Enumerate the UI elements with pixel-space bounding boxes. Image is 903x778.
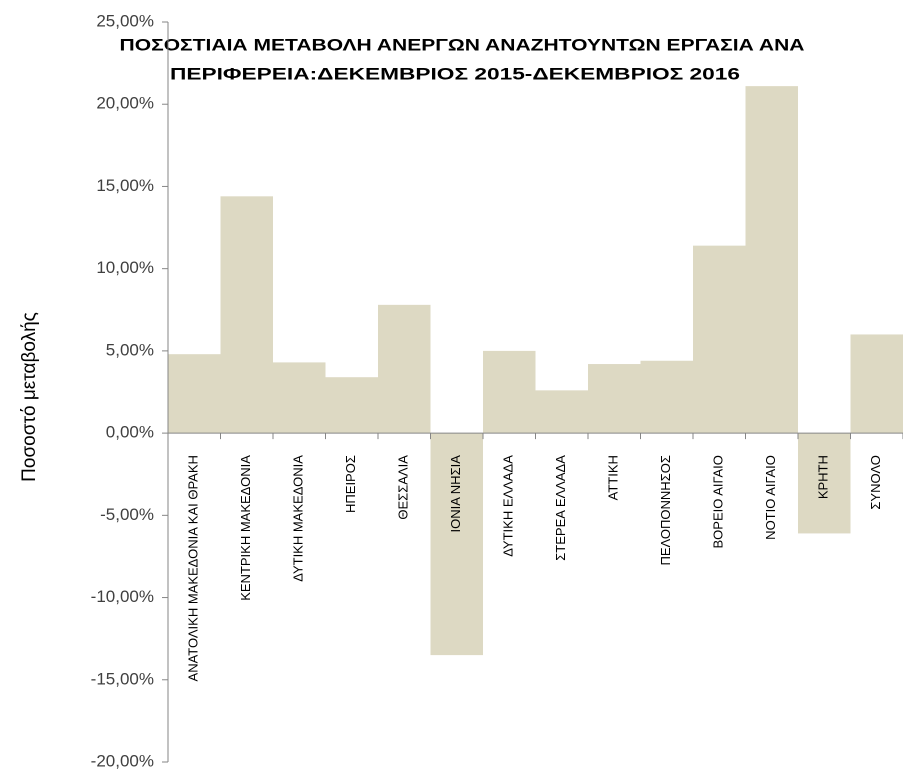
y-tick-label: 15,00% <box>96 176 154 195</box>
bar <box>378 304 431 434</box>
bar <box>693 245 746 434</box>
bar <box>430 433 483 656</box>
bar <box>798 433 851 534</box>
y-tick-label: 20,00% <box>96 94 154 113</box>
x-tick-label: ΙΟΝΙΑ ΝΗΣΙΑ <box>448 455 463 533</box>
bar <box>168 354 221 434</box>
bar <box>640 360 693 434</box>
bar <box>483 350 536 434</box>
bar <box>273 362 326 434</box>
x-tick-label: ΗΠΕΙΡΟΣ <box>343 455 358 513</box>
y-tick-label: -10,00% <box>91 587 154 606</box>
x-tick-label: ΘΕΣΣΑΛΙΑ <box>396 455 411 520</box>
bar <box>588 364 641 434</box>
x-tick-label: ΒΟΡΕΙΟ ΑΙΓΑΙΟ <box>711 455 726 548</box>
y-tick-label: -20,00% <box>91 751 154 770</box>
x-tick-label: ΑΤΤΙΚΗ <box>606 455 621 500</box>
bar <box>220 196 273 434</box>
x-tick-label: ΣΥΝΟΛΟ <box>868 455 883 510</box>
y-tick-label: 0,00% <box>106 423 154 442</box>
bar <box>535 390 588 434</box>
x-tick-label: ΑΝΑΤΟΛΙΚΗ ΜΑΚΕΔΟΝΙΑ ΚΑΙ ΘΡΑΚΗ <box>186 455 201 681</box>
x-tick-label: ΠΕΛΟΠΟΝΝΗΣΟΣ <box>658 455 673 565</box>
y-axis-label: Ποσοστό μεταβολής <box>19 312 40 482</box>
bar <box>850 334 903 434</box>
bar <box>325 377 378 434</box>
y-tick-label: -15,00% <box>91 669 154 688</box>
y-tick-label: 25,00% <box>96 11 154 30</box>
x-tick-label: ΚΕΝΤΡΙΚΗ ΜΑΚΕΔΟΝΙΑ <box>238 455 253 601</box>
x-tick-label: ΔΥΤΙΚΗ ΕΛΛΑΔΑ <box>501 455 516 557</box>
chart-title: ΠΟΣΟΣΤΙΑΙΑ ΜΕΤΑΒΟΛΗ ΑΝΕΡΓΩΝ ΑΝΑΖΗΤΟΥΝΤΩΝ… <box>120 35 805 54</box>
y-tick-label: 5,00% <box>106 340 154 359</box>
chart-title: ΠΕΡΙΦΕΡΕΙΑ:ΔΕΚΕΜΒΡΙΟΣ 2015-ΔΕΚΕΜΒΡΙΟΣ 20… <box>170 64 740 83</box>
x-tick-label: ΔΥΤΙΚΗ ΜΑΚΕΔΟΝΙΑ <box>291 455 306 582</box>
y-tick-label: -5,00% <box>100 505 154 524</box>
x-tick-label: ΝΟΤΙΟ ΑΙΓΑΙΟ <box>763 455 778 540</box>
x-tick-label: ΣΤΕΡΕΑ ΕΛΛΑΔΑ <box>553 455 568 561</box>
x-tick-label: ΚΡΗΤΗ <box>816 455 831 499</box>
y-tick-label: 10,00% <box>96 258 154 277</box>
bar <box>745 86 798 434</box>
